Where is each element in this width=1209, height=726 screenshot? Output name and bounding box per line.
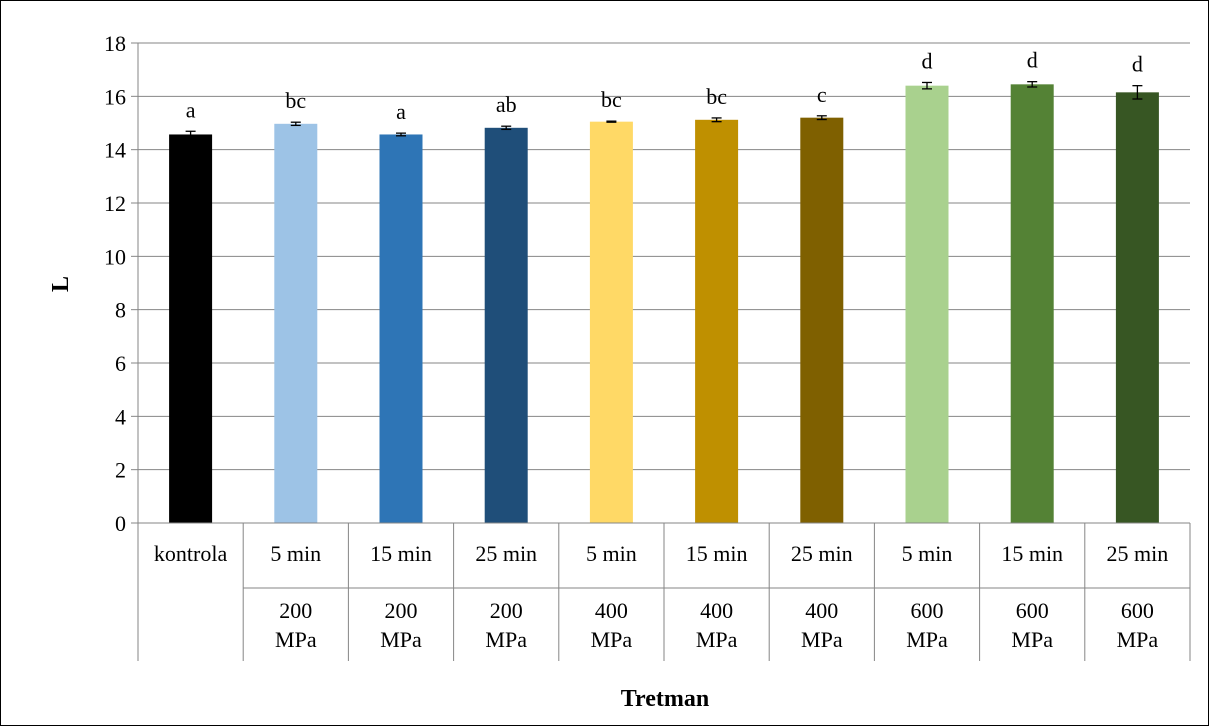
- significance-label: bc: [285, 88, 306, 113]
- y-axis-title: L: [48, 276, 74, 292]
- bar: [695, 119, 739, 524]
- category-pressure-value: 400: [595, 598, 628, 623]
- category-time-label: 15 min: [370, 541, 432, 566]
- bar: [379, 134, 423, 523]
- y-tick-label: 2: [115, 458, 126, 483]
- y-tick-label: 12: [104, 191, 126, 216]
- category-time-label: 25 min: [475, 541, 537, 566]
- y-tick-label: 10: [104, 244, 126, 269]
- y-tick-label: 6: [115, 351, 126, 376]
- significance-label: bc: [601, 87, 622, 112]
- bar: [905, 85, 949, 524]
- significance-label: d: [922, 48, 933, 73]
- category-time-label: 25 min: [791, 541, 853, 566]
- y-tick-label: 4: [115, 404, 126, 429]
- category-pressure-unit: MPa: [696, 627, 738, 652]
- y-tick-label: 14: [104, 138, 126, 163]
- bar: [169, 134, 213, 523]
- category-pressure-unit: MPa: [380, 627, 422, 652]
- category-time-label: 5 min: [586, 541, 637, 566]
- category-pressure-unit: MPa: [1011, 627, 1053, 652]
- significance-label: a: [186, 97, 196, 122]
- bar: [589, 121, 633, 524]
- category-pressure-unit: MPa: [275, 627, 317, 652]
- bar: [484, 127, 528, 524]
- category-time-label: 5 min: [902, 541, 953, 566]
- significance-label: bc: [706, 84, 727, 109]
- y-tick-label: 18: [104, 31, 126, 56]
- bar: [1115, 92, 1159, 523]
- significance-labels: a bc a ab bc bc c d d d: [186, 48, 1143, 124]
- y-axis-ticks: 0 2 4 6 8 10 12 14 16 18: [104, 31, 126, 536]
- category-pressure-value: 400: [805, 598, 838, 623]
- category-pressure-value: 600: [911, 598, 944, 623]
- significance-label: d: [1132, 52, 1143, 77]
- bar: [1010, 84, 1054, 523]
- category-time-label: 15 min: [686, 541, 748, 566]
- significance-label: c: [817, 82, 827, 107]
- y-tick-label: 16: [104, 84, 126, 109]
- category-pressure-unit: MPa: [591, 627, 633, 652]
- error-bars: [185, 81, 1143, 139]
- bar: [274, 123, 318, 524]
- y-tick-label: 0: [115, 511, 126, 536]
- category-pressure-value: 600: [1121, 598, 1154, 623]
- bar: [800, 117, 844, 524]
- category-pressure-value: 600: [1016, 598, 1049, 623]
- significance-label: ab: [496, 92, 517, 117]
- category-labels: kontrola 5 min 200 MPa 15 min 200 MPa 25 min 200…: [154, 541, 1168, 652]
- axis-lines: [137, 43, 1191, 661]
- category-time-label: 25 min: [1107, 541, 1169, 566]
- category-time-label: 15 min: [1001, 541, 1063, 566]
- category-pressure-unit: MPa: [801, 627, 843, 652]
- category-pressure-value: 200: [385, 598, 418, 623]
- y-tick-label: 8: [115, 298, 126, 323]
- category-pressure-unit: MPa: [1117, 627, 1159, 652]
- x-axis-title: Tretman: [621, 686, 709, 712]
- category-pressure-unit: MPa: [906, 627, 948, 652]
- category-pressure-value: 400: [700, 598, 733, 623]
- category-time-label: 5 min: [270, 541, 321, 566]
- category-pressure-value: 200: [490, 598, 523, 623]
- significance-label: d: [1027, 48, 1038, 73]
- significance-label: a: [396, 99, 406, 124]
- bars: [169, 84, 1159, 524]
- category-time-label: kontrola: [154, 541, 228, 566]
- category-pressure-unit: MPa: [485, 627, 527, 652]
- category-pressure-value: 200: [279, 598, 312, 623]
